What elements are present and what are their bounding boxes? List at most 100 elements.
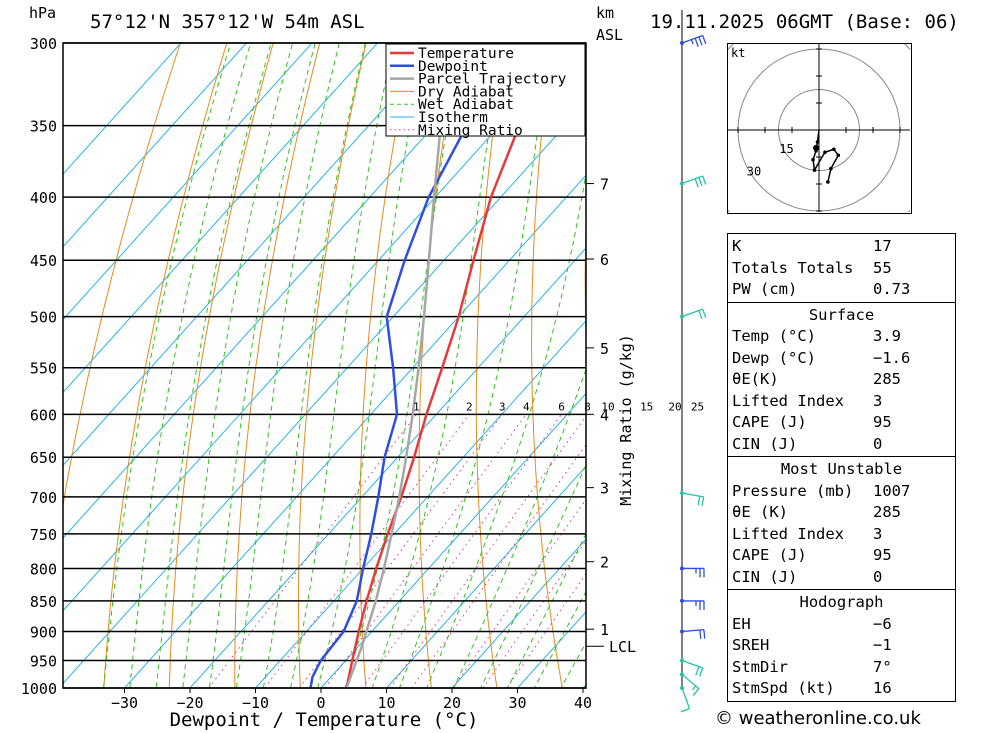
pressure-tick-label: 350	[30, 118, 57, 136]
wind-barb-staff	[681, 687, 691, 709]
wind-barb-flag	[698, 36, 703, 46]
hodograph-ring-label: 30	[747, 165, 761, 179]
legend-label: Wet Adiabat	[418, 97, 514, 113]
dry-adiabat-line	[475, 43, 506, 688]
wet-adiabat-line	[129, 43, 252, 688]
index-label: PW (cm)	[732, 280, 798, 298]
wind-barb-staff	[681, 659, 703, 669]
index-value: 55	[873, 258, 892, 277]
index-row: θE (K) 285	[728, 502, 955, 524]
index-row: Totals Totals 55	[728, 258, 955, 280]
hodograph-plot: kt 15 30 45	[656, 8, 982, 293]
pressure-axis: 300 350 400 450 500 550 600 650 700 750 800 850 900 9…	[21, 35, 57, 698]
index-label: Totals Totals	[732, 258, 854, 277]
most-unstable-section: Most Unstable Pressure (mb) 1007 θE (K) 285…	[728, 457, 955, 590]
credit: © weatheronline.co.uk	[715, 708, 921, 729]
index-value: 95	[873, 413, 892, 431]
legend-label: Dry Adiabat	[418, 84, 514, 100]
isotherm-line	[320, 392, 586, 688]
index-label: StmSpd (kt)	[732, 679, 835, 697]
wet-adiabat-line	[480, 463, 586, 688]
index-label: CIN (J)	[732, 567, 798, 586]
wind-barb-flag	[701, 496, 705, 506]
index-value: 3	[873, 524, 883, 543]
wet-adiabat-line	[262, 43, 366, 688]
index-label: StmDir	[732, 657, 788, 676]
mixing-ratio-line	[361, 414, 562, 688]
hodograph-unit: kt	[731, 46, 745, 60]
mixing-ratio-label: 2	[466, 400, 473, 413]
mixing-ratio-line	[411, 444, 586, 688]
isotherm-line	[254, 320, 586, 688]
wind-barb-flag	[692, 685, 697, 691]
wet-adiabat-line	[453, 368, 586, 688]
mixing-ratio-line	[506, 572, 586, 688]
wind-barb-staff	[681, 492, 704, 498]
index-label: EH	[732, 614, 751, 633]
mixing-ratio-axis-label: Mixing Ratio (g/kg)	[617, 334, 635, 506]
index-value: −1	[873, 636, 892, 654]
index-value: 0.73	[873, 280, 911, 298]
temperature-tick-label: 40	[574, 694, 592, 712]
index-label: Dewp (°C)	[732, 348, 816, 367]
mixing-ratio-line	[324, 414, 527, 688]
isobars	[63, 42, 586, 689]
mixing-ratio-label: 15	[640, 400, 653, 413]
temperature-tick-label: −30	[111, 694, 138, 712]
index-value: −1.6	[873, 348, 911, 367]
legend-label: Dewpoint	[418, 59, 488, 75]
index-label: K	[732, 237, 742, 255]
dry-adiabat-line	[531, 43, 563, 688]
most-unstable-title: Most Unstable	[780, 460, 903, 478]
mixing-ratio-line	[389, 415, 586, 688]
temperature-tick-label: 10	[377, 694, 395, 712]
hodograph-ring-label: 15	[779, 142, 793, 156]
wind-barb-flag	[698, 177, 703, 187]
wind-barb-flag	[697, 496, 701, 506]
pressure-tick-label: 950	[30, 653, 57, 671]
wind-barb-flag	[694, 178, 699, 188]
index-row: SREH −1	[728, 635, 955, 657]
wet-adiabat-line	[317, 43, 427, 688]
mixing-ratio-labels: 1 2 3 4 6 8 10 15 20 25	[413, 400, 704, 413]
index-row: EH −6	[728, 614, 955, 636]
height-tick-label: 3	[600, 480, 609, 498]
pressure-tick-label: 450	[30, 252, 57, 270]
pressure-tick-label: 900	[30, 624, 57, 642]
isotherm-line	[63, 43, 248, 248]
index-value: 95	[873, 546, 892, 564]
isotherm-line	[63, 43, 313, 321]
index-label: CAPE (J)	[732, 413, 807, 431]
wind-barb-staff	[681, 308, 703, 318]
pressure-tick-label: 500	[30, 309, 57, 327]
hodograph-point	[812, 168, 817, 172]
index-value: 0	[873, 567, 883, 586]
wind-barb-flag	[698, 310, 703, 320]
hodograph-point	[811, 157, 815, 162]
index-label: CAPE (J)	[732, 546, 807, 564]
wind-barb-flag	[690, 39, 694, 45]
index-value: 16	[873, 679, 892, 697]
hodograph-point	[815, 140, 820, 144]
wet-adiabat-line	[344, 43, 463, 688]
wet-adiabat-line	[155, 43, 272, 688]
wind-barb-flag	[694, 37, 699, 47]
hodograph-title: Hodograph	[799, 593, 884, 611]
index-value: 1007	[873, 481, 911, 500]
index-label: Lifted Index	[732, 524, 844, 543]
temperature-curve	[345, 43, 582, 688]
hodograph-point	[823, 150, 827, 155]
wind-barb-flag	[702, 308, 707, 318]
hodograph-trace	[812, 129, 840, 183]
height-tick-label: 1	[600, 621, 609, 639]
pressure-tick-label: 400	[30, 189, 57, 207]
height-tick-label: 5	[600, 340, 609, 358]
dewpoint-curve	[309, 43, 530, 688]
pressure-tick-label: 300	[30, 35, 57, 53]
index-row: StmDir 7°	[728, 657, 955, 679]
index-row: CIN (J) 0	[728, 567, 955, 589]
mixing-ratio-label: 25	[691, 400, 704, 413]
index-label: SREH	[732, 636, 770, 654]
mixing-ratio-label: 6	[558, 400, 565, 413]
